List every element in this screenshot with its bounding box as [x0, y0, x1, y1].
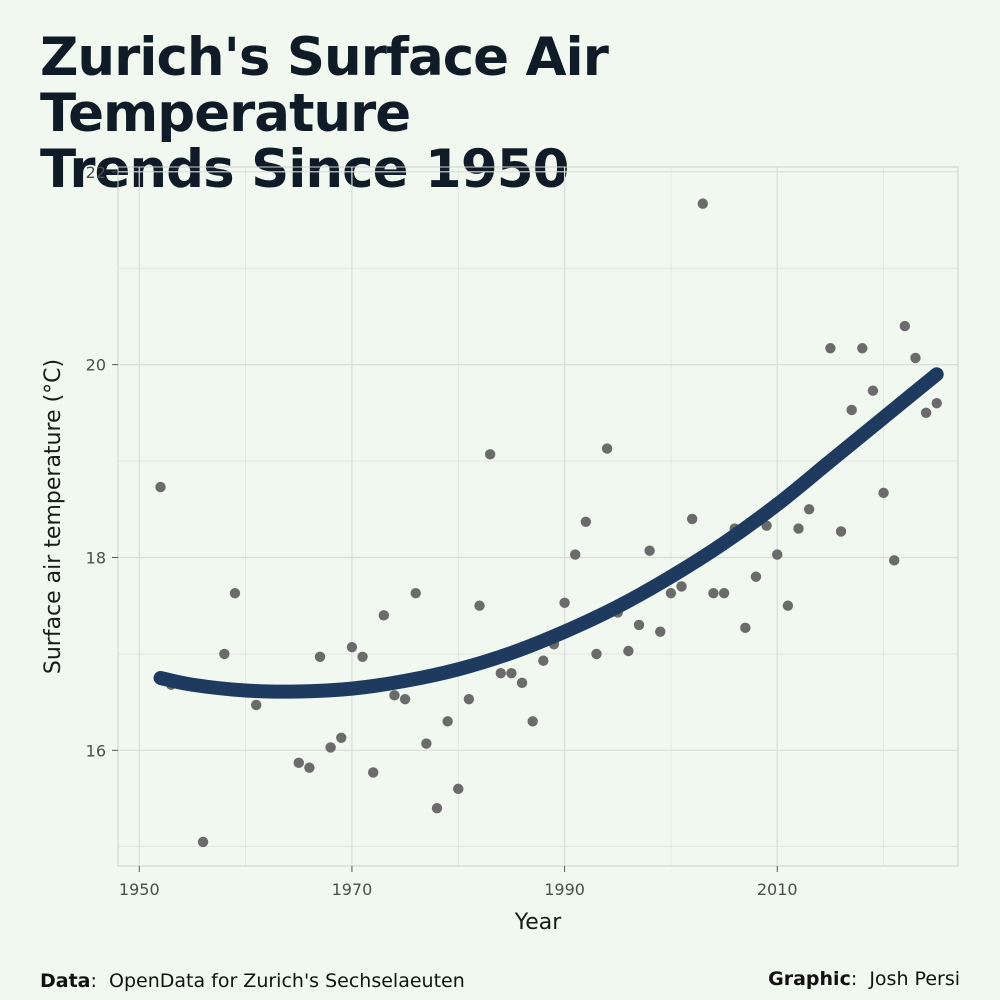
data-point [718, 587, 730, 599]
data-point [899, 320, 911, 332]
data-point [708, 587, 719, 599]
data-source-text: OpenData for Zurich's Sechselaeuten [108, 970, 465, 992]
data-point [623, 645, 634, 657]
data-point [229, 587, 241, 599]
scatter-chart: 1950 1970 1990 2010 16 18 20 22 Year Surface ai… [41, 163, 959, 935]
data-point [357, 651, 368, 662]
data-point [740, 622, 751, 634]
y-axis-title: Surface air temperature (°C) [41, 359, 66, 674]
data-point [697, 198, 709, 209]
data-point [219, 648, 230, 660]
data-point [633, 619, 645, 631]
data-point [835, 526, 847, 537]
data-point [389, 690, 400, 701]
y-tick-label: 20 [86, 356, 106, 375]
ticks-layer: 1950 1970 1990 2010 16 18 20 22 [86, 163, 798, 899]
data-point [336, 732, 347, 743]
data-point [580, 516, 592, 528]
data-point [251, 699, 262, 711]
data-point [889, 555, 900, 566]
data-point [910, 352, 921, 364]
graphic-author: Josh Persi [869, 968, 960, 990]
chart-title-line-2: Trends Since 1950 [40, 139, 569, 200]
data-point [772, 549, 783, 560]
data-point [846, 404, 857, 416]
data-point [878, 487, 889, 499]
data-point [410, 587, 421, 599]
data-point [601, 443, 613, 454]
data-point [665, 587, 677, 599]
x-tick-label: 2010 [757, 880, 798, 899]
data-point [920, 407, 932, 419]
y-tick-label: 16 [86, 741, 106, 760]
data-point [378, 610, 390, 621]
data-point [506, 667, 517, 679]
data-point [570, 549, 581, 560]
x-axis-title: Year [514, 910, 563, 935]
points-layer [155, 198, 942, 848]
data-point [453, 783, 464, 795]
data-point [516, 677, 528, 689]
data-point [857, 343, 868, 354]
data-point [538, 655, 549, 666]
data-point [463, 694, 475, 705]
trend-layer [153, 367, 944, 699]
data-point [431, 802, 443, 814]
data-point [676, 581, 687, 592]
data-point [304, 762, 315, 773]
data-point [399, 694, 411, 705]
data-point [421, 738, 432, 749]
data-source-label: Data [40, 970, 91, 992]
data-point [484, 449, 496, 460]
data-point [644, 545, 655, 556]
data-point [495, 667, 506, 679]
data-point [686, 513, 698, 525]
x-tick-label: 1950 [119, 880, 160, 899]
data-point [825, 343, 836, 354]
data-point [197, 836, 209, 848]
x-tick-label: 1970 [332, 880, 373, 899]
data-source-credit: Data: OpenData for Zurich's Sechselaeute… [40, 970, 465, 992]
data-point [793, 523, 804, 534]
data-point [314, 651, 326, 662]
data-point [591, 648, 602, 660]
data-point [559, 597, 570, 608]
data-point [750, 571, 762, 582]
data-point [655, 626, 666, 637]
x-tick-label: 1990 [544, 880, 585, 899]
data-point [293, 757, 304, 769]
chart-title-line-1: Zurich's Surface Air Temperature [40, 27, 609, 144]
data-point [803, 504, 815, 515]
graphic-credit: Graphic: Josh Persi [768, 968, 960, 990]
y-tick-label: 18 [86, 548, 106, 567]
data-point [442, 716, 453, 727]
plot-frame [117, 166, 959, 867]
trend-line [153, 367, 944, 699]
data-point [325, 742, 336, 753]
data-point [867, 385, 879, 396]
graphic-label: Graphic [768, 968, 851, 990]
data-point [346, 641, 358, 653]
data-point [931, 398, 942, 409]
data-point [782, 600, 794, 611]
data-point [155, 481, 166, 493]
grid-layer [118, 167, 958, 866]
y-tick-label: 22 [86, 163, 106, 182]
data-point [527, 716, 538, 727]
data-point [367, 767, 379, 778]
chart-title: Zurich's Surface Air Temperature Trends … [40, 30, 990, 198]
data-point [474, 600, 485, 611]
